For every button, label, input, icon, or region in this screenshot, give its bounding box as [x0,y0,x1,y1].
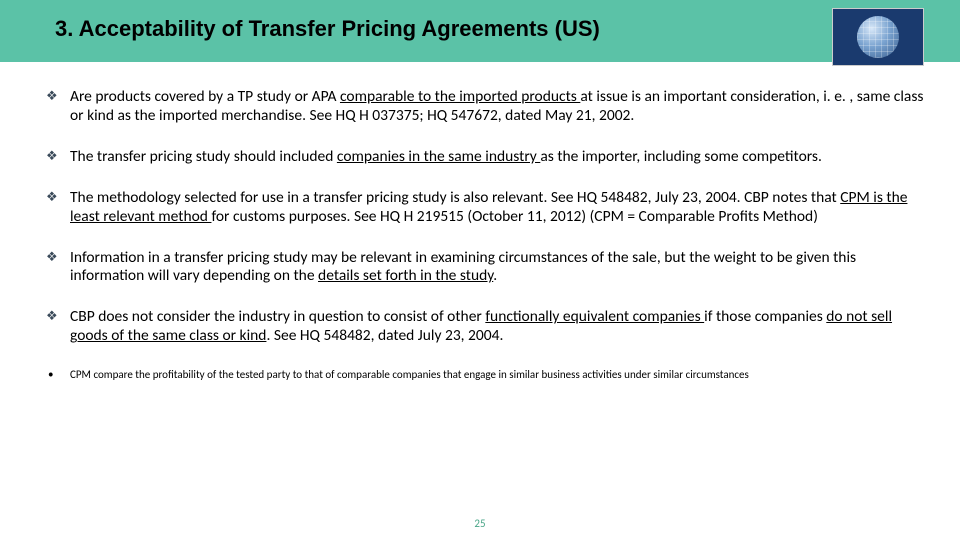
bullet-text: CBP does not consider the industry in qu… [70,307,485,326]
bullet-text: for customs purposes. See HQ H 219515 (O… [211,207,817,226]
bullet-text: . [493,266,497,285]
bullet-list: Are products covered by a TP study or AP… [30,88,930,346]
bullet-underline: details set forth in the study [318,266,493,285]
bullet-item: CBP does not consider the industry in qu… [30,308,930,346]
logo-box [832,8,924,66]
header-bar: 3. Acceptability of Transfer Pricing Agr… [0,0,960,62]
bullet-text: as the importer, including some competit… [540,147,822,166]
bullet-item: The transfer pricing study should includ… [30,148,930,167]
bullet-text: Are products covered by a TP study or AP… [70,87,340,106]
footnote: CPM compare the profitability of the tes… [30,368,930,382]
bullet-underline: functionally equivalent companies [485,307,704,326]
bullet-underline: companies in the same industry [337,147,540,166]
bullet-item: The methodology selected for use in a tr… [30,189,930,227]
bullet-text: The transfer pricing study should includ… [70,147,337,166]
globe-icon [857,16,899,58]
bullet-text: if those companies [704,307,826,326]
page-number: 25 [474,517,485,530]
bullet-item: Information in a transfer pricing study … [30,249,930,287]
bullet-underline: comparable to the imported products [340,87,580,106]
page-title: 3. Acceptability of Transfer Pricing Agr… [55,16,600,42]
bullet-text: The methodology selected for use in a tr… [70,188,840,207]
bullet-text: . See HQ 548482, dated July 23, 2004. [266,326,503,345]
bullet-item: Are products covered by a TP study or AP… [30,88,930,126]
content-area: Are products covered by a TP study or AP… [0,62,960,382]
